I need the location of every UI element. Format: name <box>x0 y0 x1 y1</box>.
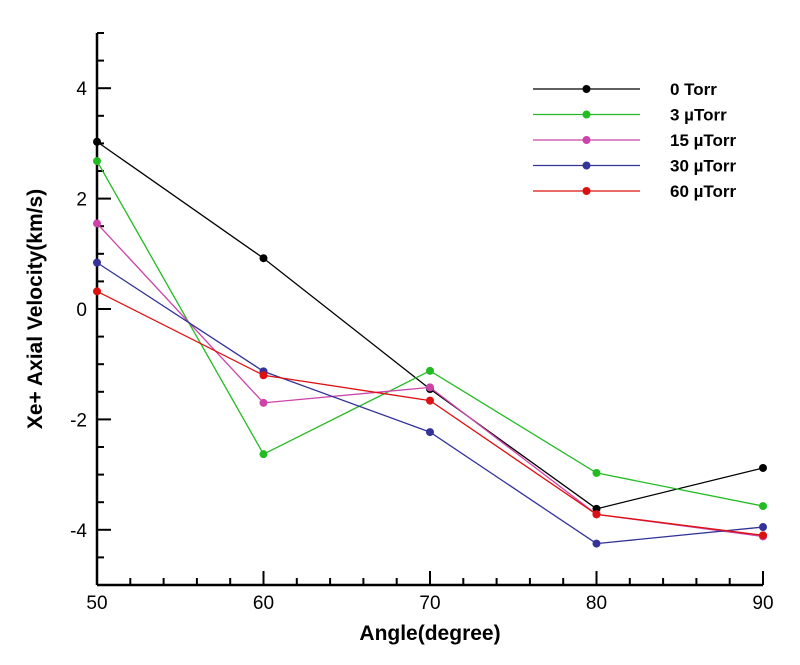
data-point <box>759 531 767 540</box>
series-line <box>96 222 764 538</box>
y-tick-label: 0 <box>76 300 87 321</box>
data-point <box>592 510 601 519</box>
legend-swatch-marker <box>582 110 591 119</box>
legend-label: 3 µTorr <box>670 106 727 125</box>
data-point <box>426 366 434 375</box>
legend-entry: 0 Torr <box>533 80 717 99</box>
legend-entry: 30 µTorr <box>533 157 737 176</box>
y-tick-label: -2 <box>70 410 87 431</box>
axes: 50 60 70 80 90 -4 -2 0 2 4 <box>70 32 774 614</box>
legend-swatch-marker <box>582 85 591 93</box>
legend-label: 60 µTorr <box>670 182 737 201</box>
y-tick-label: -4 <box>70 521 87 542</box>
series-3 <box>93 258 767 548</box>
series-line <box>96 141 764 510</box>
data-point <box>93 137 101 146</box>
y-axis-title: Xe+ Axial Velocity(km/s) <box>24 189 47 429</box>
legend-label: 15 µTorr <box>670 131 737 150</box>
data-point <box>259 254 268 263</box>
data-point <box>93 258 101 267</box>
x-tick-label: 50 <box>86 593 107 614</box>
series-1 <box>93 157 767 511</box>
y-tick-label: 4 <box>76 79 87 100</box>
legend-label: 30 µTorr <box>670 157 737 176</box>
data-point <box>592 504 601 513</box>
x-tick-label: 60 <box>253 593 274 614</box>
series-line <box>96 160 764 507</box>
legend-entry: 60 µTorr <box>533 182 737 201</box>
data-point <box>759 463 767 472</box>
x-tick-label: 70 <box>419 593 440 614</box>
data-point <box>426 383 434 392</box>
data-point <box>426 428 434 437</box>
legend-entry: 3 µTorr <box>533 106 727 125</box>
x-tick-label: 90 <box>752 593 773 614</box>
x-tick-label: 80 <box>586 593 607 614</box>
data-point <box>426 396 434 405</box>
legend-swatch-marker <box>582 136 591 144</box>
data-point <box>759 502 767 511</box>
legend-swatch-marker <box>582 161 591 170</box>
series-layer <box>93 137 767 548</box>
y-tick-label: 2 <box>76 190 87 211</box>
series-4 <box>93 287 767 540</box>
legend-entry: 15 µTorr <box>533 131 737 150</box>
data-point <box>93 157 101 166</box>
legend-swatch-marker <box>582 187 591 195</box>
data-point <box>259 371 268 380</box>
legend: 0 Torr 3 µTorr 15 µTorr 30 µTorr 60 µTorr <box>533 80 737 201</box>
legend-label: 0 Torr <box>670 80 717 99</box>
data-point <box>259 398 268 407</box>
data-point <box>592 539 601 548</box>
data-point <box>93 287 101 296</box>
data-point <box>259 450 268 459</box>
x-axis-title: Angle(degree) <box>359 622 500 645</box>
data-point <box>93 219 101 228</box>
data-point <box>759 523 767 532</box>
data-point <box>592 468 601 477</box>
